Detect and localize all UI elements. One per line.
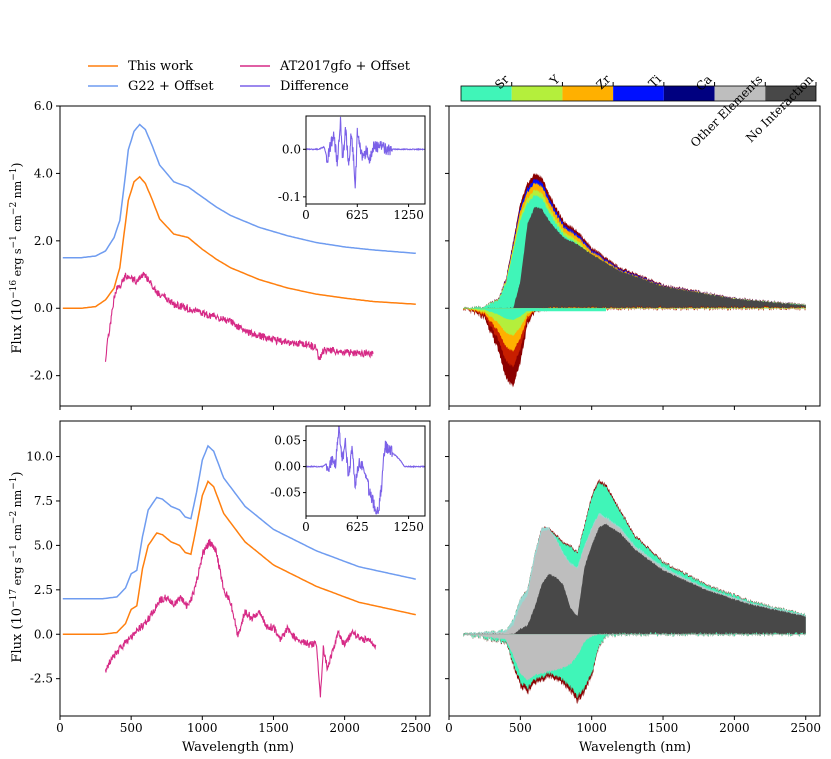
element-bar-frame [460,85,817,102]
element-swatch-5 [714,86,766,101]
panel-top-left: 6.0 4.0 2.0 0.0 -2.0 0 625 1250 0.0 -0.1 [30,99,431,410]
x-axis-label-right: Wavelength (nm) [579,740,691,755]
inset-xtick-label: 0 [302,208,310,222]
bl-xtick-label: 0 [56,721,64,735]
element-swatch-3 [613,86,664,101]
bl-ytick-label: 5.0 [34,538,53,552]
inset-xtick-label: 1250 [393,520,424,534]
br-xtick-label: 1000 [576,721,607,735]
series-line-2 [104,538,377,698]
plot-area [62,444,416,698]
emission-no-interaction [463,523,806,636]
tl-ytick-label: 4.0 [34,166,53,180]
absorption-sr-strip [520,308,606,312]
inset-ytick-label: 0.05 [274,434,301,448]
y-axis-label-bottom: Flux (10−17 erg s−1 cm−2 nm−1) [9,471,25,662]
bl-ytick-label: 7.5 [34,494,53,508]
panel-bottom-left: 0 500 1000 1500 2000 2500 10.0 7.5 5.0 2.5 0.0 -2.5… [26,420,431,735]
inset: 0 625 1250 0.0 -0.1 [278,115,426,222]
legend-label-1: G22 + Offset [128,79,214,94]
bl-ytick-label: 10.0 [26,450,53,464]
bl-xtick-label: 500 [120,721,143,735]
inset-ytick-label: -0.05 [270,486,301,500]
element-swatch-6 [765,86,816,101]
inset-xtick-label: 1250 [393,208,424,222]
inset-plot-area [306,426,425,515]
panel-bottom-right: 0 500 1000 1500 2000 2500 [445,420,821,735]
br-xtick-label: 2000 [719,721,750,735]
emission-no-interaction [463,206,806,310]
series-line-0 [62,123,416,259]
br-xtick-label: 1500 [648,721,679,735]
inset-series-line [306,426,425,515]
x-axis-label-left: Wavelength (nm) [182,740,294,755]
tl-frame [59,105,431,407]
inset-plot-area [306,116,425,189]
bl-xtick-label: 2500 [400,721,431,735]
inset-frame [305,115,426,205]
bl-xtick-label: 1000 [187,721,218,735]
inset-ytick-label: 0.00 [274,460,301,474]
inset-xtick-label: 0 [302,520,310,534]
inset-frame [305,425,426,517]
absorption-layer-4 [463,307,806,321]
element-swatch-2 [562,86,614,101]
inset-series-line [306,116,425,189]
inset-xtick-label: 625 [346,208,369,222]
element-swatch-0 [461,86,512,101]
y-axis-label-top: Flux (10−16 erg s−1 cm−2 nm−1) [9,162,25,353]
br-xtick-label: 2500 [790,721,821,735]
legend-label-0: This work [128,59,193,74]
bl-frame [59,420,431,717]
panel-top-right [445,105,821,410]
inset-ytick-label: 0.0 [282,142,301,156]
series-line-1 [62,175,416,309]
element-swatch-4 [663,86,715,101]
tl-ytick-label: 0.0 [34,301,53,315]
inset-xtick-label: 625 [346,520,369,534]
legend-label-2: AT2017gfo + Offset [279,59,411,74]
tr-frame [448,105,821,407]
bl-xtick-label: 1500 [258,721,289,735]
inset-ytick-label: -0.1 [278,190,301,204]
plot-area [62,123,416,362]
element-swatch-1 [511,86,563,101]
inset-background [306,426,425,516]
bl-ytick-label: 2.5 [34,583,53,597]
tl-ytick-label: 6.0 [34,99,53,113]
plot-area [463,172,806,388]
br-xtick-label: 500 [509,721,532,735]
inset: 0 625 1250 0.05 0.00 -0.05 [270,425,426,534]
bl-xtick-label: 2000 [329,721,360,735]
tl-ytick-label: 2.0 [34,234,53,248]
legend-label-3: Difference [280,79,349,94]
plot-area [463,478,806,704]
absorption-other [463,633,806,681]
legend: This work G22 + Offset AT2017gfo + Offset D… [88,59,411,94]
bl-ytick-label: -2.5 [30,672,53,686]
br-frame [448,420,821,717]
bl-ytick-label: 0.0 [34,627,53,641]
br-xtick-label: 0 [445,721,453,735]
inset-background [306,116,425,204]
tl-ytick-label: -2.0 [30,369,53,383]
series-line-1 [62,480,416,636]
series-line-2 [104,271,374,362]
series-line-0 [62,444,416,600]
